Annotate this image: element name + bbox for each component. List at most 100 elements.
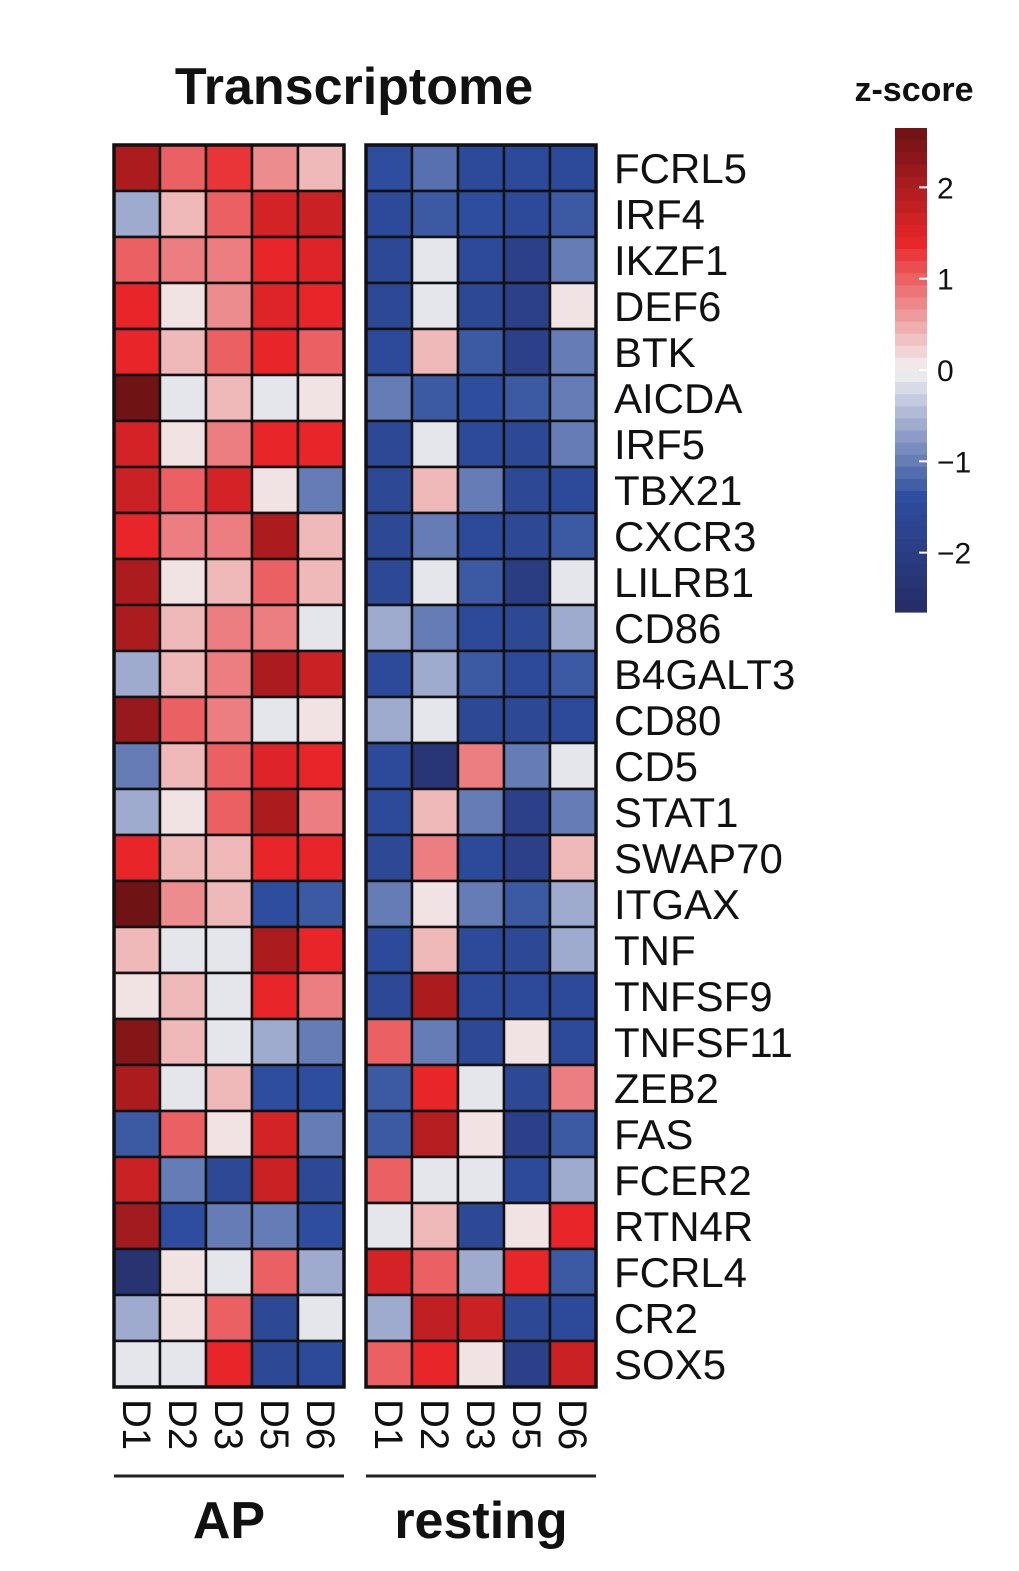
heatmap-cell [410,557,460,607]
heatmap-cell [158,971,208,1021]
heatmap-cell [158,511,208,561]
heatmap-cell [112,557,162,607]
heatmap-cell [456,695,506,745]
gene-label: CD80 [614,697,721,744]
heatmap-cell [204,143,254,193]
heatmap-cell [502,373,552,423]
heatmap-cell [250,1339,300,1389]
legend-color-step [895,503,927,516]
heatmap-cell [456,833,506,883]
heatmap-cell [456,281,506,331]
heatmap-cell [502,1293,552,1343]
column-label: D1 [114,1399,158,1450]
heatmap-cell [456,971,506,1021]
gene-label: IRF5 [614,421,705,468]
heatmap-cell [112,1109,162,1159]
legend-tick-label: 0 [937,355,954,388]
heatmap-cell [410,1017,460,1067]
heatmap-cell [158,557,208,607]
heatmap-cell [204,235,254,285]
legend-color-step [895,454,927,468]
heatmap-cell [158,373,208,423]
heatmap-cell [548,1109,598,1159]
heatmap-cell [456,557,506,607]
heatmap-cell [364,235,414,285]
column-label: D2 [412,1399,456,1450]
legend-color-step [895,357,927,371]
heatmap-cell [112,1017,162,1067]
legend-title: z-score [854,71,973,109]
heatmap-cell [112,833,162,883]
heatmap-cell [204,741,254,791]
heatmap-cell [410,741,460,791]
heatmap-cell [456,787,506,837]
heatmap-cell [502,695,552,745]
heatmap-cell [548,1247,598,1297]
gene-label: STAT1 [614,789,738,836]
heatmap-cell [364,143,414,193]
heatmap-cell [410,833,460,883]
heatmap-cell [296,695,346,745]
heatmap-cell [548,557,598,607]
heatmap-cell [250,465,300,515]
legend-color-step [895,261,927,274]
legend-color-step [895,285,927,298]
heatmap-cell [364,1063,414,1113]
heatmap-cell [410,373,460,423]
heatmap-cell [296,143,346,193]
column-label: D2 [160,1399,204,1450]
heatmap-cell [158,1063,208,1113]
heatmap-cell [250,787,300,837]
heatmap-cell [364,511,414,561]
heatmap-cell [296,1247,346,1297]
heatmap-cell [502,327,552,377]
heatmap-cell [410,281,460,331]
heatmap-cell [410,1155,460,1205]
heatmap-cell [364,741,414,791]
legend-color-step [895,430,927,444]
heatmap-cell [502,1155,552,1205]
heatmap-cell [410,1247,460,1297]
heatmap-cell [250,189,300,239]
heatmap-cell [112,1339,162,1389]
gene-label: ZEB2 [614,1065,719,1112]
heatmap-cell [502,143,552,193]
heatmap-cell [410,511,460,561]
heatmap-cell [502,189,552,239]
chart-title: Transcriptome [175,58,533,116]
heatmap-cell [548,603,598,653]
legend-color-step [895,224,927,238]
heatmap-cell [548,971,598,1021]
heatmap-cell [250,235,300,285]
heatmap-cell [250,695,300,745]
heatmap-cell [204,373,254,423]
legend-color-step [895,297,927,311]
heatmap-cell [112,1247,162,1297]
gene-label: TNF [614,927,696,974]
heatmap-cell [456,925,506,975]
column-label: D6 [550,1399,594,1450]
heatmap-cell [410,649,460,699]
legend-color-step [895,128,927,141]
heatmap-cell [410,189,460,239]
legend-color-step [895,140,927,153]
gene-label: CD5 [614,743,698,790]
heatmap-cell [250,143,300,193]
heatmap-cell [364,1293,414,1343]
heatmap-cell [204,465,254,515]
gene-label: TNFSF9 [614,973,773,1020]
legend-color-step [895,515,927,528]
gene-label: FCRL5 [614,145,747,192]
heatmap-cell [364,787,414,837]
legend-color-step [895,491,927,504]
heatmap-cell [548,235,598,285]
heatmap-cell [204,879,254,929]
heatmap-cell [250,557,300,607]
heatmap-cell [296,1339,346,1389]
legend-colorbar [895,128,927,613]
heatmap-cell [410,1109,460,1159]
legend-tick-label: −2 [937,538,971,571]
heatmap-cell [158,281,208,331]
heatmap-cell [364,327,414,377]
gene-label: DEF6 [614,283,721,330]
